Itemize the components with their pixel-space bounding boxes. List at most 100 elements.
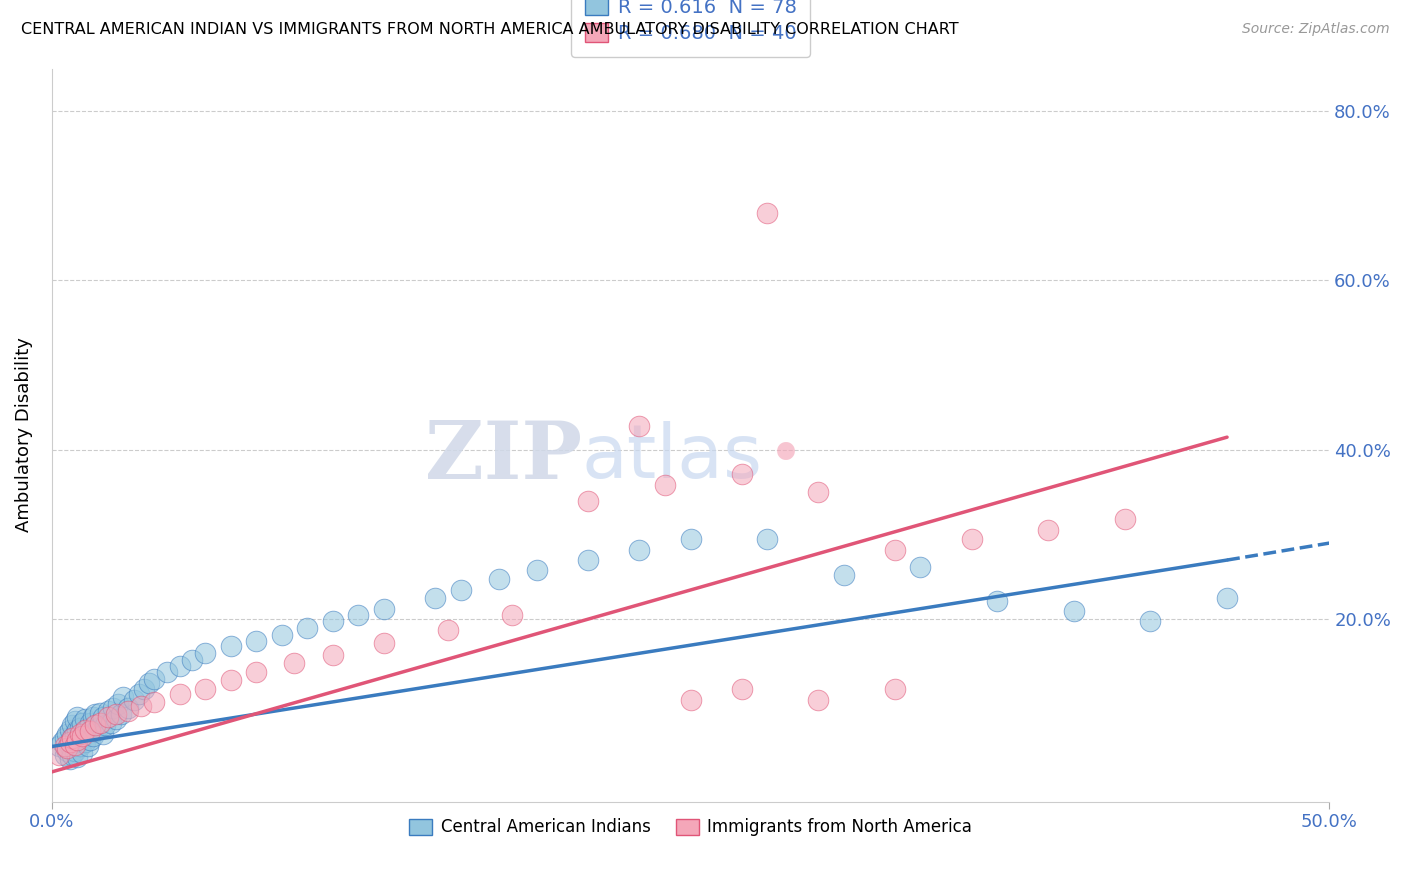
Point xyxy=(56,741,79,756)
Point xyxy=(270,627,292,641)
Point xyxy=(1063,604,1085,618)
Point xyxy=(501,608,523,623)
Point xyxy=(112,690,135,705)
Point xyxy=(84,724,107,739)
Point xyxy=(526,563,548,577)
Point xyxy=(104,712,127,726)
Point xyxy=(576,553,599,567)
Point xyxy=(488,572,510,586)
Point xyxy=(832,568,855,582)
Point xyxy=(48,739,70,754)
Point xyxy=(53,739,76,754)
Point xyxy=(576,493,599,508)
Point xyxy=(1216,591,1239,606)
Point xyxy=(72,731,94,745)
Point xyxy=(107,697,129,711)
Point xyxy=(756,532,779,546)
Point xyxy=(76,739,98,754)
Point xyxy=(142,672,165,686)
Point xyxy=(97,704,120,718)
Text: Source: ZipAtlas.com: Source: ZipAtlas.com xyxy=(1241,22,1389,37)
Point xyxy=(79,732,101,747)
Point xyxy=(66,732,89,747)
Point xyxy=(87,721,110,735)
Text: atlas: atlas xyxy=(582,420,763,493)
Point xyxy=(373,602,395,616)
Point xyxy=(82,710,104,724)
Point xyxy=(48,747,70,762)
Point xyxy=(297,621,319,635)
Point xyxy=(450,582,472,597)
Point xyxy=(156,665,179,679)
Point xyxy=(807,693,830,707)
Y-axis label: Ambulatory Disability: Ambulatory Disability xyxy=(15,337,32,533)
Point xyxy=(219,673,242,688)
Point xyxy=(53,747,76,762)
Point xyxy=(60,731,83,745)
Point xyxy=(132,681,155,696)
Point xyxy=(169,687,191,701)
Point xyxy=(1139,614,1161,628)
Point xyxy=(104,707,127,722)
Point xyxy=(66,710,89,724)
Point xyxy=(628,419,651,434)
Point xyxy=(169,659,191,673)
Point xyxy=(117,701,139,715)
Point xyxy=(436,623,458,637)
Point xyxy=(66,749,89,764)
Point xyxy=(59,723,82,737)
Point xyxy=(59,739,82,754)
Point xyxy=(66,735,89,749)
Point xyxy=(63,738,86,752)
Point xyxy=(960,532,983,546)
Point xyxy=(347,608,370,623)
Point xyxy=(322,614,344,628)
Point xyxy=(91,710,114,724)
Point xyxy=(59,752,82,766)
Point xyxy=(69,739,91,754)
Point xyxy=(73,723,96,737)
Point xyxy=(219,640,242,654)
Point xyxy=(66,723,89,737)
Point xyxy=(181,653,204,667)
Point xyxy=(69,727,91,741)
Point xyxy=(73,712,96,726)
Point xyxy=(194,646,217,660)
Point xyxy=(72,729,94,743)
Point xyxy=(97,710,120,724)
Point xyxy=(245,633,267,648)
Point xyxy=(84,707,107,722)
Point xyxy=(807,485,830,500)
Point xyxy=(73,724,96,739)
Point xyxy=(910,559,932,574)
Point xyxy=(60,747,83,762)
Point xyxy=(730,681,752,696)
Point xyxy=(63,714,86,728)
Point xyxy=(63,744,86,758)
Point xyxy=(117,704,139,718)
Point xyxy=(63,727,86,741)
Legend: Central American Indians, Immigrants from North America: Central American Indians, Immigrants fro… xyxy=(401,810,980,845)
Point xyxy=(89,715,111,730)
Point xyxy=(373,636,395,650)
Point xyxy=(730,467,752,481)
Point xyxy=(59,735,82,749)
Point xyxy=(72,746,94,760)
Point xyxy=(89,706,111,720)
Point xyxy=(129,698,152,713)
Point xyxy=(101,701,124,715)
Point xyxy=(986,593,1008,607)
Point xyxy=(142,695,165,709)
Point xyxy=(100,715,122,730)
Point xyxy=(69,721,91,735)
Text: •: • xyxy=(768,427,804,486)
Point xyxy=(60,718,83,732)
Point xyxy=(654,478,676,492)
Point xyxy=(1038,524,1060,538)
Point xyxy=(679,693,702,707)
Point xyxy=(883,542,905,557)
Point xyxy=(79,724,101,739)
Point xyxy=(72,715,94,730)
Point xyxy=(322,648,344,662)
Point xyxy=(82,729,104,743)
